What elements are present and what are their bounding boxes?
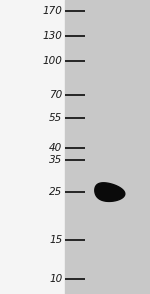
Text: 15: 15 xyxy=(49,235,62,245)
Text: 70: 70 xyxy=(49,90,62,100)
Text: 55: 55 xyxy=(49,113,62,123)
Bar xyxy=(64,0,150,294)
Text: 35: 35 xyxy=(49,155,62,165)
Text: 40: 40 xyxy=(49,143,62,153)
Text: 100: 100 xyxy=(42,56,62,66)
Text: 170: 170 xyxy=(42,6,62,16)
Polygon shape xyxy=(95,183,125,201)
Text: 10: 10 xyxy=(49,274,62,284)
Text: 130: 130 xyxy=(42,31,62,41)
Bar xyxy=(0,0,64,294)
Text: 25: 25 xyxy=(49,187,62,197)
